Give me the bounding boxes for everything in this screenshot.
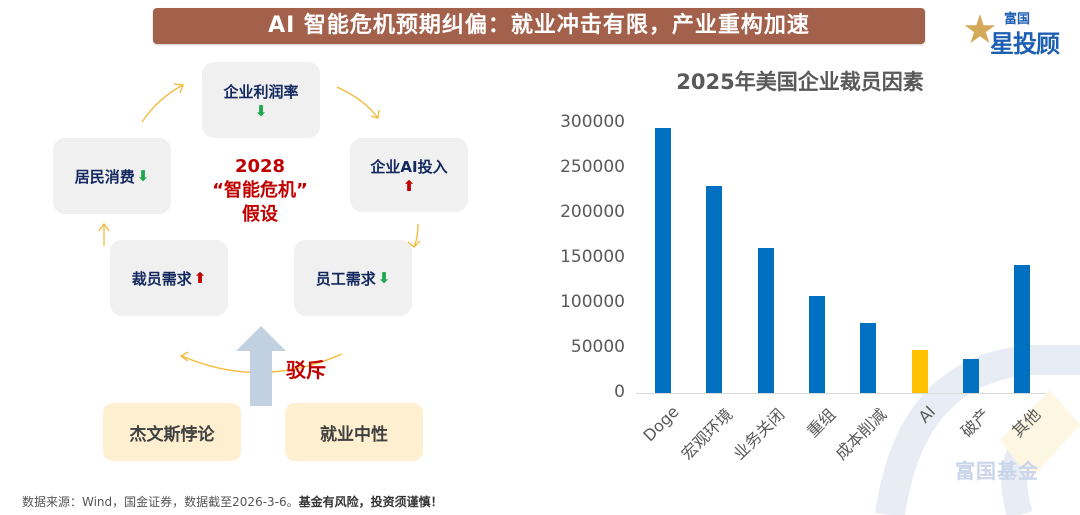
reject-label: 驳斥 [286,358,326,382]
bar-6 [962,358,979,393]
x-axis-line [636,393,1046,394]
node-layoff-demand: 裁员需求 ⬆ [110,240,228,316]
watermark-text: 富国基金 [955,459,1039,483]
bar-2 [757,248,774,393]
bar-5 [911,349,928,393]
x-tick-label: Doge [639,402,683,446]
footer-note: 数据来源：Wind，国金证券，数据截至2026-3-6。基金有风险，投资须谨慎！ [22,493,443,510]
x-tick-label: 业务关闭 [729,404,788,464]
y-tick: 300000 [560,112,625,132]
y-tick: 250000 [560,157,625,177]
bar-4 [860,322,877,393]
center-line-3: 假设 [242,204,278,225]
bar-3 [808,295,825,393]
node-employee-demand: 员工需求 ⬇ [294,240,412,316]
node-profit-margin: 企业利润率 ⬇ [202,62,320,138]
big-up-arrow-icon [236,326,286,406]
bar-1 [706,186,723,393]
arrow-down-icon: ⬇ [136,167,150,185]
center-line-1: 2028 [234,156,286,177]
star-icon: ★ [962,7,998,53]
node-label: 企业AI投入 [370,157,448,176]
node-label: 企业利润率 [223,82,299,101]
page-title-banner: AI 智能危机预期纠偏：就业冲击有限，产业重构加速 [153,8,925,44]
arrow-down-icon: ⬇ [377,269,391,287]
counter-arg-neutral: 就业中性 [285,403,423,461]
y-tick: 100000 [560,292,625,312]
logo-top-text: 富国 [1004,12,1031,27]
source-text: 数据来源：Wind，国金证券，数据截至2026-3-6。 [22,495,299,509]
brand-logo: ★ 富国 星投顾 [960,4,1070,58]
y-tick: 0 [614,382,625,402]
watermark-shape [875,345,1080,515]
y-tick: 150000 [560,247,625,267]
counter-arg-jevons: 杰文斯悖论 [103,403,241,461]
bar-0 [655,128,671,393]
y-tick: 50000 [570,337,625,357]
logo-main-text: 星投顾 [990,30,1060,58]
node-label: 居民消费 [74,167,135,186]
arrow-down-icon: ⬇ [254,101,268,120]
y-tick: 200000 [560,202,625,222]
node-label: 裁员需求 [131,269,192,288]
chart-title: 2025年美国企业裁员因素 [676,70,924,94]
arrow-up-icon: ⬆ [193,269,207,287]
node-ai-investment: 企业AI投入 ⬆ [350,138,468,212]
x-tick-label: 宏观环境 [677,404,737,464]
node-label: 员工需求 [315,269,376,288]
center-line-2: “智能危机” [212,180,308,201]
risk-warning: 基金有风险，投资须谨慎！ [298,495,443,509]
bar-7 [1014,265,1031,393]
node-consumption: 居民消费 ⬇ [53,138,171,214]
x-tick-label: 重组 [803,404,840,441]
arrow-up-icon: ⬆ [402,176,416,195]
crisis-hypothesis-label: 2028 “智能危机” 假设 [170,155,350,227]
